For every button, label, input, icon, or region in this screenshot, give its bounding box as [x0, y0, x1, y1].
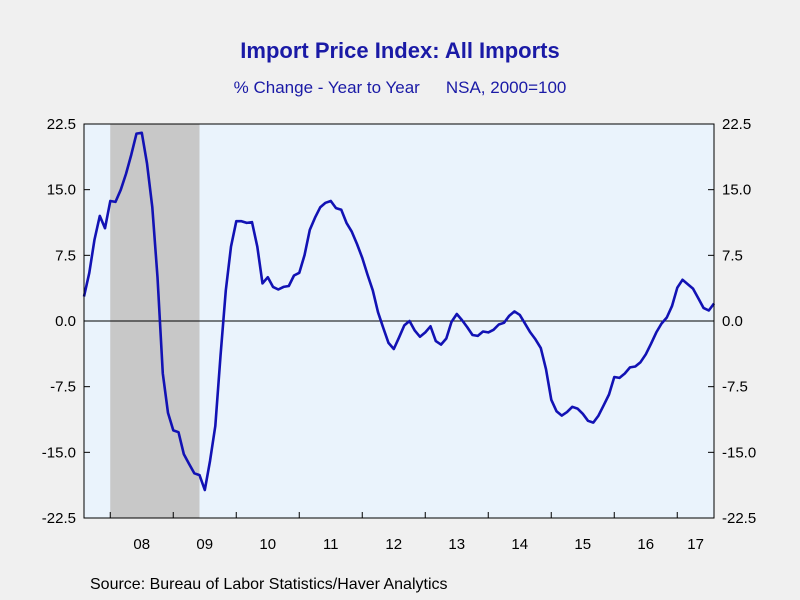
x-tick-label: 13 — [448, 536, 465, 553]
y-tick-label-right: 0.0 — [722, 313, 743, 330]
y-tick-label-right: -7.5 — [722, 379, 748, 396]
y-tick-label-left: -22.5 — [42, 510, 76, 527]
x-tick-label: 09 — [196, 536, 213, 553]
y-tick-label-right: 15.0 — [722, 182, 751, 199]
y-tick-label-left: 22.5 — [47, 116, 76, 133]
chart-subtitle: % Change - Year to Year NSA, 2000=100 — [0, 78, 800, 98]
y-tick-label-right: -22.5 — [722, 510, 756, 527]
plot-frame — [83, 123, 715, 519]
x-tick-label: 11 — [323, 536, 339, 553]
y-tick-label-left: 7.5 — [55, 247, 76, 264]
x-tick-label: 14 — [511, 536, 528, 553]
x-tick-label: 17 — [687, 536, 704, 553]
subtitle-note: NSA, 2000=100 — [445, 78, 567, 97]
source-note: Source: Bureau of Labor Statistics/Haver… — [90, 576, 448, 593]
y-tick-label-right: -15.0 — [722, 444, 756, 461]
subtitle-measure: % Change - Year to Year — [233, 78, 420, 97]
series-line — [82, 131, 716, 492]
y-tick-label-left: -7.5 — [50, 379, 76, 396]
chart-title: Import Price Index: All Imports — [240, 38, 560, 63]
y-tick-label-right: 22.5 — [722, 116, 751, 133]
x-tick-label: 15 — [574, 536, 591, 553]
y-tick-label-left: 15.0 — [47, 182, 76, 199]
x-tick-label: 16 — [637, 536, 654, 553]
x-tick-label: 10 — [259, 536, 276, 553]
y-tick-label-right: 7.5 — [722, 247, 743, 264]
x-tick-label: 08 — [133, 536, 150, 553]
y-tick-label-left: 0.0 — [55, 313, 76, 330]
y-tick-label-left: -15.0 — [42, 444, 76, 461]
x-tick-label: 12 — [385, 536, 402, 553]
